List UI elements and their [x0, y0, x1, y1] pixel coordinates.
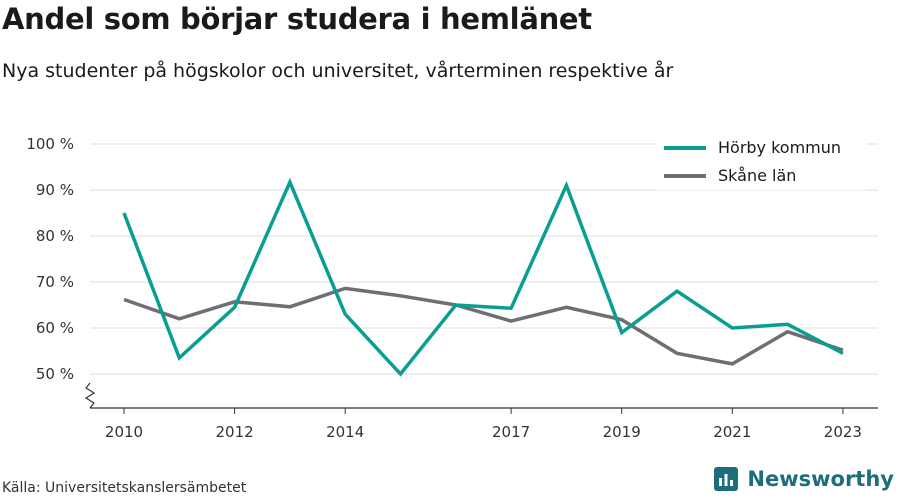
- x-tick-label: 2010: [105, 423, 143, 441]
- x-tick-label: 2012: [216, 423, 254, 441]
- brand-logo[interactable]: Newsworthy: [713, 466, 894, 492]
- y-tick-label: 80 %: [36, 227, 74, 245]
- legend-label: Skåne län: [718, 166, 796, 185]
- x-tick-label: 2023: [824, 423, 862, 441]
- series-lines: [122, 177, 844, 377]
- x-tick-label: 2019: [603, 423, 641, 441]
- x-tick-label: 2021: [713, 423, 751, 441]
- legend: Hörby kommun Skåne län: [656, 130, 866, 190]
- series-line: [123, 286, 844, 366]
- series-line: [122, 177, 844, 377]
- brand-name: Newsworthy: [747, 467, 894, 491]
- y-tick-label: 90 %: [36, 181, 74, 199]
- chart-title: Andel som börjar studera i hemlänet: [2, 2, 592, 36]
- newsworthy-logo-icon: [714, 467, 739, 491]
- x-axis: 2010 2012 2014 2017 2019 2021 2023: [84, 382, 878, 441]
- y-tick-label: 50 %: [36, 365, 74, 383]
- source-note: Källa: Universitetskanslersämbetet: [2, 480, 247, 496]
- legend-background: [656, 130, 866, 190]
- legend-label: Hörby kommun: [718, 138, 841, 157]
- y-axis-ticks: 50 % 60 % 70 % 80 % 90 % 100 %: [26, 135, 74, 383]
- chart-subtitle: Nya studenter på högskolor och universit…: [2, 60, 674, 82]
- y-tick-label: 100 %: [26, 135, 74, 153]
- y-tick-label: 60 %: [36, 319, 74, 337]
- x-tick-label: 2017: [492, 423, 530, 441]
- x-tick-label: 2014: [326, 423, 364, 441]
- axis-break-icon: [84, 382, 96, 409]
- y-tick-label: 70 %: [36, 273, 74, 291]
